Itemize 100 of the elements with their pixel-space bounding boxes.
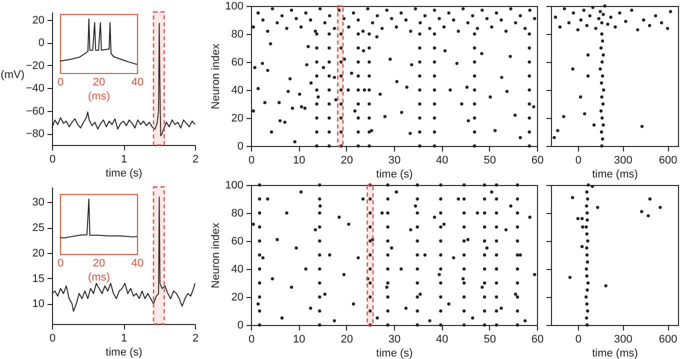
point	[328, 14, 332, 18]
point	[300, 105, 304, 108]
point	[606, 22, 610, 26]
point	[490, 190, 494, 194]
point	[604, 284, 608, 288]
point	[500, 306, 503, 310]
point	[493, 129, 497, 132]
point	[375, 35, 378, 38]
point	[579, 95, 582, 99]
point	[601, 102, 605, 106]
point	[405, 86, 408, 89]
point	[356, 18, 360, 22]
point	[290, 286, 294, 289]
point	[414, 204, 418, 208]
point	[532, 105, 536, 108]
point	[418, 292, 422, 296]
x-tick-label: 1	[120, 154, 128, 166]
point	[514, 21, 518, 24]
point	[624, 20, 628, 23]
point	[500, 18, 503, 22]
x-tick-label: 0	[57, 258, 64, 270]
point	[599, 109, 603, 113]
x-axis-title: time (s)	[376, 168, 413, 180]
y-tick-label: 40	[231, 84, 244, 96]
x-tick-label: 0	[575, 334, 582, 346]
x-tick-label: 60	[531, 154, 544, 166]
point	[591, 6, 594, 9]
point	[590, 184, 594, 188]
point	[347, 25, 350, 29]
point	[294, 246, 298, 250]
point	[400, 110, 404, 114]
point	[338, 8, 341, 12]
point	[585, 190, 588, 194]
point	[646, 214, 650, 218]
x-tick-label: 0	[248, 154, 255, 166]
x-axis-title: time (s)	[106, 346, 142, 358]
x-tick-label: 10	[293, 154, 306, 166]
x-tick-label: 20	[92, 258, 106, 270]
point	[585, 253, 589, 257]
point	[423, 253, 427, 257]
point	[505, 90, 509, 93]
point	[293, 140, 296, 144]
point	[494, 11, 498, 15]
point	[385, 286, 388, 289]
point	[533, 17, 536, 20]
point	[304, 267, 308, 271]
point	[576, 217, 580, 220]
y-tick-label: 15	[32, 272, 44, 285]
point	[586, 74, 590, 78]
point	[253, 66, 256, 70]
point	[586, 260, 590, 264]
x-axis-title: time (ms)	[592, 168, 638, 180]
y-tick-label: 10	[32, 298, 44, 310]
point	[314, 30, 317, 33]
x-tick-label: 30	[388, 154, 401, 166]
point	[586, 197, 590, 201]
point	[342, 273, 346, 276]
y-tick-label: 20	[231, 292, 244, 304]
point	[636, 28, 640, 32]
point	[390, 246, 394, 250]
point	[414, 7, 418, 10]
point	[513, 114, 517, 117]
point	[600, 144, 604, 148]
point	[299, 25, 303, 29]
point	[556, 129, 560, 132]
point	[466, 21, 470, 24]
point	[318, 204, 322, 208]
point	[476, 26, 479, 30]
point	[286, 90, 290, 93]
point	[438, 17, 441, 20]
point	[442, 25, 446, 29]
point	[442, 222, 446, 226]
point	[668, 10, 672, 14]
point	[579, 18, 582, 22]
x-axis-title: time (s)	[106, 168, 142, 180]
point	[388, 58, 392, 61]
x-axis-title: (ms)	[88, 90, 110, 102]
point	[323, 292, 326, 296]
point	[280, 316, 284, 320]
point	[304, 11, 308, 15]
y-tick-label: 20	[231, 112, 244, 124]
point	[594, 26, 598, 30]
point	[485, 17, 489, 20]
point	[588, 14, 592, 18]
point	[524, 26, 527, 30]
point	[376, 316, 379, 320]
point	[518, 136, 522, 140]
point	[256, 11, 260, 15]
x-tick-label: 50	[484, 334, 496, 346]
point	[600, 21, 604, 24]
point	[584, 295, 588, 299]
point	[600, 74, 604, 78]
point	[488, 95, 492, 99]
point	[466, 238, 470, 242]
point	[509, 7, 512, 10]
y-tick-label: 20	[32, 247, 44, 260]
point	[332, 76, 336, 79]
point	[370, 238, 374, 242]
point	[309, 81, 313, 85]
point	[462, 277, 465, 280]
